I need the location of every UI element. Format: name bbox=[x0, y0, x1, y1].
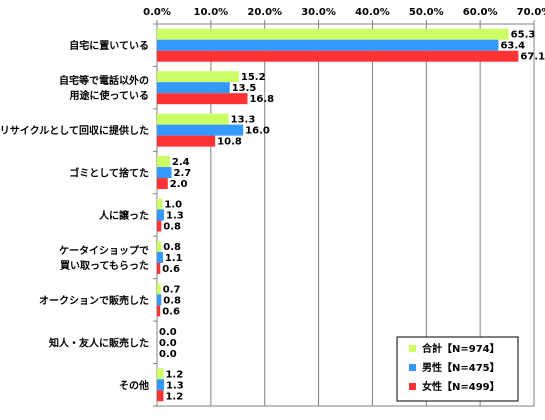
bar bbox=[157, 39, 499, 51]
category-label: 人に譲った bbox=[99, 209, 149, 222]
bar bbox=[157, 156, 170, 168]
bar bbox=[157, 28, 509, 40]
bar bbox=[157, 368, 164, 380]
legend-swatch bbox=[409, 364, 416, 371]
bar bbox=[157, 167, 172, 179]
data-label: 13.5 bbox=[232, 83, 257, 94]
data-label: 1.0 bbox=[164, 200, 182, 211]
bar bbox=[157, 390, 164, 402]
legend-swatch bbox=[409, 345, 416, 352]
data-label: 2.4 bbox=[172, 157, 190, 168]
x-tick-label: 0.0% bbox=[143, 7, 171, 18]
bar bbox=[157, 220, 162, 232]
legend-label: 男性【N=475】 bbox=[422, 361, 500, 374]
data-label: 1.1 bbox=[165, 253, 183, 264]
legend-label: 合計【N=974】 bbox=[421, 342, 500, 355]
x-tick-label: 10.0% bbox=[194, 7, 229, 18]
x-tick-label: 40.0% bbox=[355, 7, 390, 18]
category-label: オークションで販売した bbox=[39, 294, 149, 307]
data-label: 1.2 bbox=[165, 369, 183, 380]
data-label: 0.6 bbox=[162, 306, 180, 317]
category-label: 用途に使っている bbox=[69, 89, 150, 102]
bar bbox=[157, 135, 216, 147]
bar bbox=[157, 379, 165, 391]
bar bbox=[157, 209, 165, 221]
data-label: 1.3 bbox=[166, 211, 184, 222]
category-label: 知人・友人に販売した bbox=[48, 336, 149, 349]
data-label: 0.0 bbox=[159, 349, 177, 360]
bar bbox=[157, 240, 162, 252]
data-label: 63.4 bbox=[500, 41, 525, 52]
legend-label: 女性【N=499】 bbox=[422, 380, 500, 393]
data-label: 0.0 bbox=[159, 327, 177, 338]
x-tick-label: 60.0% bbox=[463, 7, 498, 18]
data-label: 0.0 bbox=[159, 338, 177, 349]
data-label: 2.7 bbox=[174, 168, 192, 179]
category-label: ケータイショップで bbox=[59, 244, 149, 257]
x-tick-label: 70.0% bbox=[517, 7, 545, 18]
category-label: その他 bbox=[119, 379, 149, 392]
data-label: 15.2 bbox=[241, 72, 266, 83]
data-label: 65.3 bbox=[511, 30, 536, 41]
x-tick-label: 20.0% bbox=[247, 7, 282, 18]
category-label: 自宅に置いている bbox=[69, 39, 149, 52]
data-label: 0.7 bbox=[163, 284, 181, 295]
data-label: 2.0 bbox=[170, 179, 188, 190]
x-tick-label: 30.0% bbox=[301, 7, 336, 18]
bar bbox=[157, 82, 230, 94]
data-label: 0.8 bbox=[163, 222, 181, 233]
bar bbox=[157, 251, 163, 263]
data-label: 13.3 bbox=[231, 115, 256, 126]
legend-box bbox=[396, 336, 519, 402]
data-label: 67.1 bbox=[520, 52, 545, 63]
bar bbox=[157, 262, 161, 274]
bar bbox=[157, 50, 519, 62]
data-label: 10.8 bbox=[217, 137, 242, 148]
bar bbox=[157, 198, 163, 210]
category-label: 買い取ってもらった bbox=[60, 260, 149, 272]
bar bbox=[157, 178, 168, 190]
bar bbox=[157, 93, 248, 105]
data-label: 0.8 bbox=[163, 295, 181, 306]
category-label: リサイクルとして回収に提供した bbox=[0, 124, 149, 137]
legend-swatch bbox=[409, 383, 416, 390]
data-label: 16.8 bbox=[249, 94, 274, 105]
data-label: 16.0 bbox=[245, 126, 270, 137]
x-tick-label: 50.0% bbox=[409, 7, 444, 18]
bar bbox=[157, 283, 161, 295]
category-label: 自宅等で電話以外の bbox=[59, 74, 149, 87]
bar bbox=[157, 305, 161, 317]
data-label: 1.2 bbox=[165, 391, 183, 402]
category-label: ゴミとして捨てた bbox=[69, 167, 149, 180]
bar bbox=[157, 71, 239, 83]
data-label: 0.8 bbox=[163, 242, 181, 253]
data-label: 0.6 bbox=[162, 264, 180, 275]
data-label: 1.3 bbox=[166, 380, 184, 391]
bar bbox=[157, 124, 244, 136]
bar bbox=[157, 113, 229, 125]
bar bbox=[157, 294, 162, 306]
